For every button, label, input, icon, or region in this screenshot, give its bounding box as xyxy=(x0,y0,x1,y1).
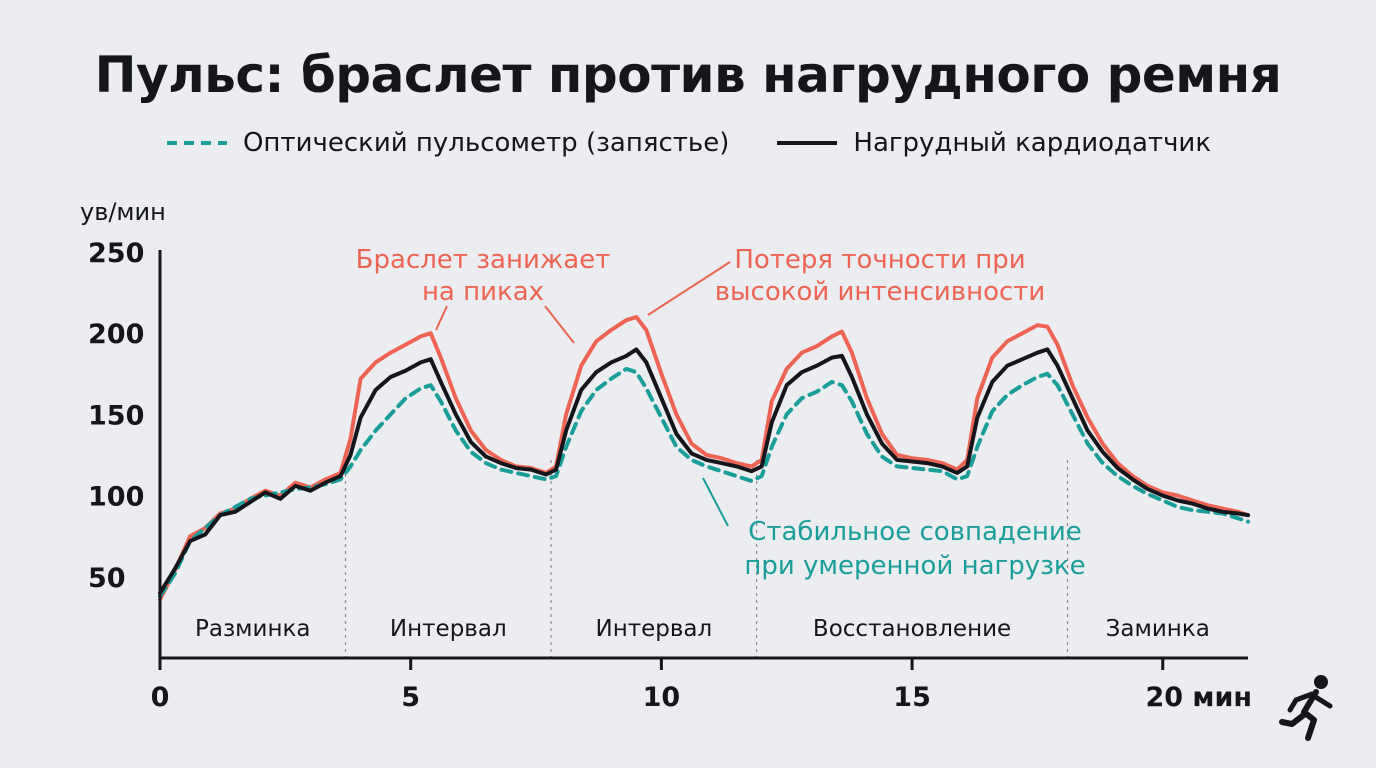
series-line-0 xyxy=(158,366,1250,599)
x-tick-label: 15 xyxy=(893,682,931,713)
annotation-pointer xyxy=(544,305,575,344)
annotation-accuracy-line1: Потеря точности при xyxy=(734,245,1025,275)
phase-label: Интервал xyxy=(390,616,507,642)
phase-label: Восстановление xyxy=(813,616,1011,642)
series-line-1 xyxy=(158,347,1250,595)
annotation-accuracy: Потеря точности при высокой интенсивност… xyxy=(647,245,1046,316)
annotation-pointer xyxy=(435,305,448,331)
legend-label-chest: Нагрудный кардиодатчик xyxy=(853,128,1212,158)
annotation-accuracy-line2: высокой интенсивности xyxy=(715,277,1046,307)
annotation-stable-line1: Стабильное совпадение xyxy=(748,517,1082,547)
series-layer xyxy=(158,315,1250,602)
legend-swatch-dashed xyxy=(166,141,227,145)
x-tick-label: 10 xyxy=(643,682,681,713)
annotation-stable-line2: при умеренной нагрузке xyxy=(744,551,1085,581)
y-tick-label: 100 xyxy=(88,482,144,513)
y-tick-label: 50 xyxy=(88,563,126,594)
legend-item-chest: Нагрудный кардиодатчик xyxy=(775,128,1211,158)
y-axis-label: ув/мин xyxy=(80,198,166,226)
phase-label: Разминка xyxy=(195,616,311,642)
x-ticks: 0 5 10 15 20 мин xyxy=(151,658,1252,713)
phase-label: Интервал xyxy=(595,616,712,642)
legend: Оптический пульсометр (запястье) Нагрудн… xyxy=(0,128,1376,158)
runner-icon xyxy=(1279,675,1333,741)
annotation-underestimate: Браслет занижает на пиках xyxy=(356,245,611,344)
x-tick-label: 20 мин xyxy=(1145,682,1252,713)
phase-label: Заминка xyxy=(1106,616,1210,642)
y-tick-label: 200 xyxy=(88,319,144,350)
y-tick-label: 150 xyxy=(88,400,144,431)
annotation-stable: Стабильное совпадение при умеренной нагр… xyxy=(702,477,1086,581)
legend-item-optical: Оптический пульсометр (запястье) xyxy=(165,128,729,158)
legend-label-optical: Оптический пульсометр (запястье) xyxy=(242,128,730,158)
y-ticks: 50 100 150 200 250 xyxy=(88,238,144,594)
series-line-2 xyxy=(158,315,1250,602)
annotation-pointer xyxy=(702,477,729,527)
x-tick-label: 0 xyxy=(151,682,170,713)
annotation-underestimate-line1: Браслет занижает xyxy=(356,245,611,275)
annotation-pointer xyxy=(647,261,731,316)
y-tick-label: 250 xyxy=(88,238,144,269)
phase-labels: Разминка Интервал Интервал Восстановление За… xyxy=(195,616,1210,642)
x-tick-label: 5 xyxy=(401,682,420,713)
chart-title: Пульс: браслет против нагрудного ремня xyxy=(94,46,1282,104)
phase-dividers xyxy=(344,460,1069,658)
annotation-underestimate-line2: на пиках xyxy=(422,277,544,307)
legend-swatch-solid xyxy=(777,141,838,145)
